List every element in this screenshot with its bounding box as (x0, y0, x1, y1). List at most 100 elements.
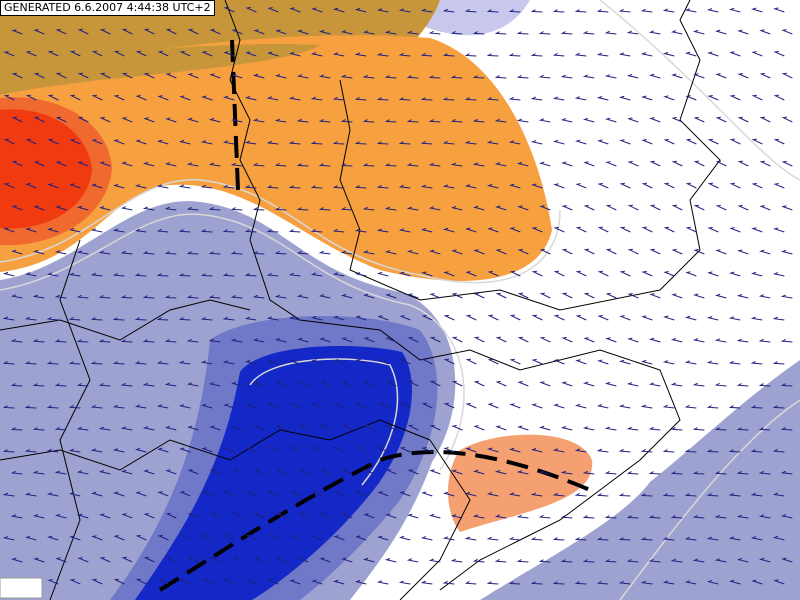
wind-arrow (596, 493, 609, 497)
wind-arrow (508, 536, 521, 541)
wind-arrow (296, 337, 309, 343)
wind-arrow (707, 271, 719, 277)
wind-arrow (670, 558, 683, 563)
wind-arrow (245, 403, 257, 409)
wind-arrow (134, 273, 147, 277)
wind-arrow (582, 559, 595, 563)
wind-arrow (750, 405, 763, 409)
wind-arrow (684, 580, 697, 585)
wind-arrow (443, 358, 455, 365)
wind-arrow (516, 161, 529, 167)
wind-arrow (244, 316, 257, 321)
wind-arrow (332, 141, 345, 145)
wind-arrow (267, 7, 279, 13)
wind-arrow (648, 515, 661, 519)
wind-arrow (685, 226, 697, 233)
wind-arrow (575, 183, 587, 189)
wind-arrow (319, 424, 331, 431)
front (158, 449, 591, 592)
wind-arrow (340, 74, 353, 79)
wind-arrow (230, 294, 243, 299)
wind-arrow (640, 493, 653, 497)
wind-arrow (376, 141, 389, 145)
wind-arrow (355, 315, 367, 321)
wind-arrow (77, 161, 89, 167)
wind-arrow (354, 52, 367, 57)
wind-arrow (200, 403, 213, 409)
wind-arrow (376, 228, 389, 233)
wind-arrow (494, 118, 507, 123)
isoline (249, 358, 399, 486)
wind-arrow (486, 9, 499, 13)
wind-arrow (275, 29, 287, 35)
wind-arrow (377, 358, 389, 365)
wind-arrow (781, 160, 793, 167)
wind-arrow (428, 75, 441, 79)
wind-arrow (10, 514, 23, 519)
wind-arrow (450, 205, 463, 211)
wind-arrow (376, 184, 389, 189)
isoline (619, 399, 800, 600)
wind-arrow (486, 140, 499, 145)
wind-arrow (3, 138, 15, 145)
wind-arrow (772, 535, 785, 541)
wind-arrow (737, 29, 749, 35)
border (49, 239, 91, 600)
wind-arrow (649, 204, 661, 211)
wind-arrow (91, 578, 103, 585)
wind-arrow (267, 534, 279, 541)
wind-arrow (201, 578, 213, 585)
wind-arrow (583, 292, 595, 299)
wind-arrow (362, 206, 375, 211)
wind-arrow (553, 359, 565, 365)
wind-arrow (90, 228, 103, 233)
wind-arrow (737, 160, 749, 167)
wind-arrow (663, 138, 675, 145)
wind-arrow (472, 31, 485, 35)
wind-arrow (671, 160, 683, 167)
wind-arrow (318, 163, 331, 167)
wind-arrow (494, 31, 507, 35)
wind-arrow (750, 271, 763, 277)
wind-arrow (495, 425, 507, 431)
wind-arrow (297, 424, 309, 431)
wind-arrow (245, 446, 257, 453)
wind-arrow (311, 402, 323, 409)
wind-arrow (626, 382, 639, 387)
wind-arrow (465, 227, 477, 233)
wind-arrow (472, 558, 485, 563)
wind-arrow (751, 227, 763, 233)
wind-arrow (318, 74, 331, 79)
wind-arrow (98, 295, 111, 299)
wind-arrow (11, 249, 23, 255)
wind-arrow (77, 557, 89, 563)
wind-arrow (318, 207, 331, 211)
wind-arrow (274, 74, 287, 79)
wind-arrow (406, 75, 419, 79)
region-red (0, 109, 92, 229)
wind-arrow (574, 52, 587, 57)
wind-arrow (24, 272, 37, 277)
wind-arrow (728, 7, 741, 13)
wind-arrow (157, 534, 169, 541)
wind-arrow (604, 74, 617, 79)
wind-arrow (142, 382, 155, 387)
wind-arrow (165, 72, 177, 79)
wind-arrow (113, 578, 125, 585)
wind-arrow (516, 514, 529, 519)
wind-arrow (487, 358, 499, 365)
wind-arrow (604, 426, 617, 431)
wind-arrow (692, 29, 705, 35)
wind-arrow (450, 514, 463, 519)
wind-arrow (311, 579, 323, 585)
wind-arrow (649, 117, 661, 123)
wind-arrow (670, 515, 683, 519)
wind-arrow (266, 140, 279, 145)
wind-arrow (736, 514, 749, 519)
wind-arrow (68, 361, 81, 365)
wind-arrow (706, 579, 719, 585)
wind-arrow (362, 163, 375, 167)
wind-arrow (773, 7, 785, 13)
wind-arrow (69, 578, 81, 585)
wind-arrow (230, 251, 243, 255)
